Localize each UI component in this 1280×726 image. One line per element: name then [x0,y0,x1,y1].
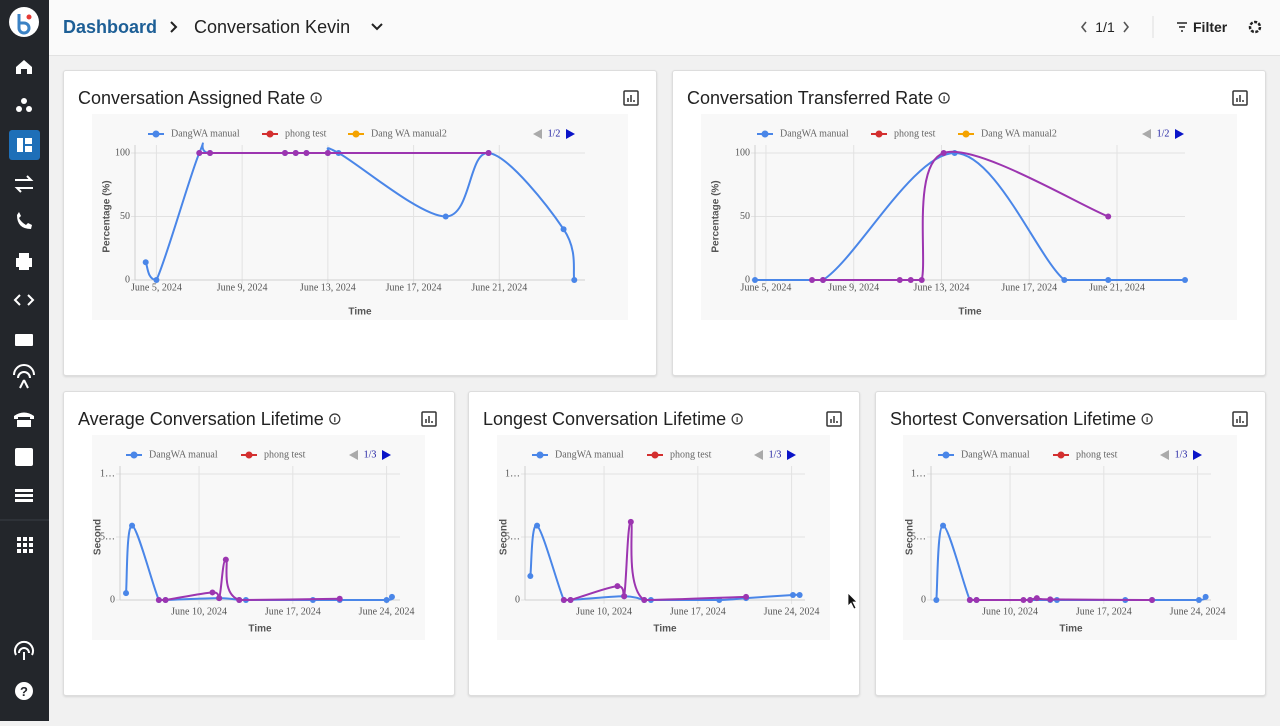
home-icon[interactable] [16,60,32,74]
telephone-icon[interactable] [14,412,34,428]
card-title: Average Conversation Lifetime [78,409,324,429]
next-page[interactable] [1123,21,1130,33]
chart-card: Longest Conversation Lifetime [468,391,860,696]
phone-icon[interactable] [17,212,32,229]
code-icon[interactable] [13,294,35,306]
print-icon[interactable] [16,253,32,270]
sidebar: ? [0,0,49,721]
chart-card: Shortest Conversation Lifetime [875,391,1266,696]
list-icon[interactable] [15,489,33,502]
contact-icon[interactable] [15,448,33,466]
card-title: Longest Conversation Lifetime [483,409,727,429]
help-glyph: ? [20,684,28,699]
breadcrumb-link[interactable]: Dashboard [63,17,157,37]
chart-card: Average Conversation Lifetime [63,391,455,696]
users-icon[interactable] [16,98,32,112]
page-title: Conversation Kevin [194,17,350,37]
apps-icon[interactable] [17,537,33,553]
prev-page[interactable] [1080,21,1087,33]
pagination: 1/1 [1095,19,1115,35]
antenna-icon[interactable] [13,364,35,389]
logo-dot [26,14,32,20]
broadcast-icon[interactable] [14,640,34,660]
card-title: Conversation Transferred Rate [687,88,934,108]
chart-card: Conversation Assigned Rate [63,70,657,376]
transfer-icon[interactable] [14,175,34,193]
card-title: Shortest Conversation Lifetime [890,409,1137,429]
header-bar: Dashboard Conversation Kevin 1/1 Filter [63,16,1262,38]
title-dropdown[interactable] [371,23,383,31]
dashboard-glyph [17,138,32,152]
dashboard-icon-active[interactable] [9,130,40,160]
sip-icon[interactable] [15,334,33,346]
filter-icon[interactable] [1177,22,1187,32]
header: Dashboard Conversation Kevin 1/1 Filter [49,0,1280,56]
sidebar-icons: ? [0,7,49,700]
card-title: Conversation Assigned Rate [78,88,306,108]
help-icon[interactable] [15,682,33,700]
logo-mark [17,14,31,35]
chart-card: Conversation Transferred Rate [672,70,1266,376]
breadcrumb-separator [170,21,178,33]
settings-icon[interactable] [1248,20,1262,34]
filter-button[interactable]: Filter [1193,19,1228,35]
